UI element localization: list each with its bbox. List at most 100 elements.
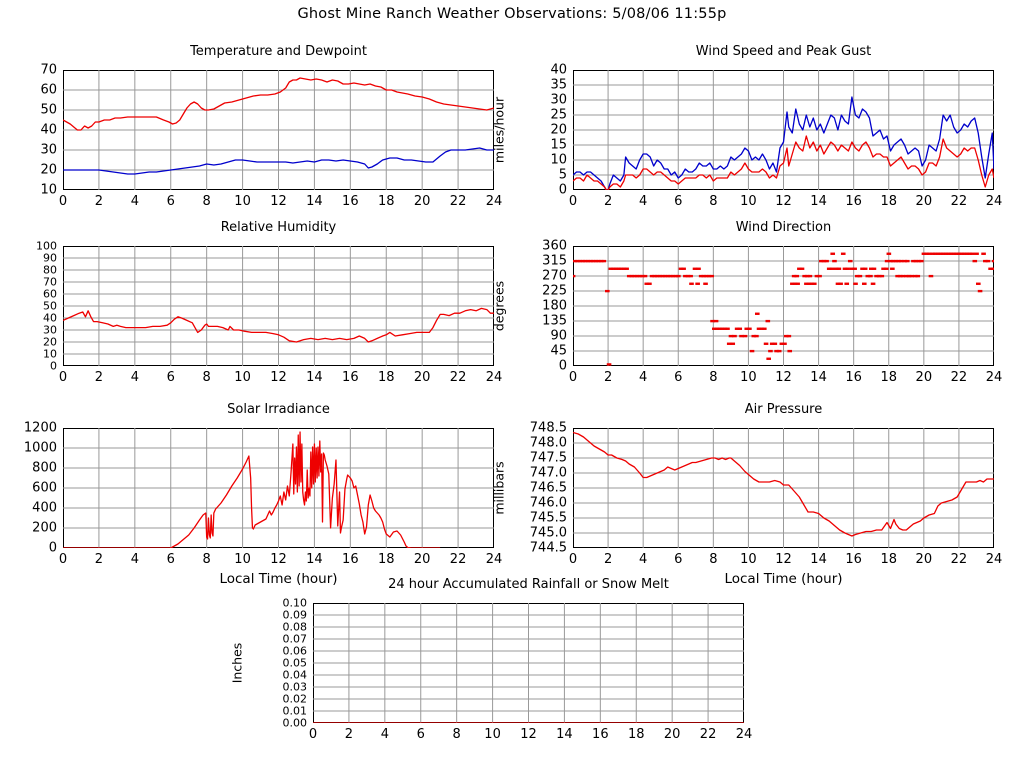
data-marker: [678, 267, 684, 270]
x-tick-label: 18: [377, 552, 395, 567]
x-tick-label: 16: [592, 727, 609, 742]
data-marker: [634, 274, 640, 278]
y-tick-label: 80: [43, 263, 57, 277]
x-tick-label: 8: [202, 194, 211, 209]
data-marker: [657, 274, 663, 278]
data-marker: [830, 252, 836, 255]
x-tick-label: 6: [674, 194, 683, 209]
data-marker: [655, 274, 660, 278]
gridlines: [63, 246, 494, 366]
data-marker: [616, 267, 622, 270]
x-tick-label: 14: [306, 194, 323, 209]
data-marker: [924, 252, 929, 255]
data-marker: [668, 274, 673, 278]
data-marker: [896, 259, 901, 263]
x-tick-label: 16: [342, 194, 359, 209]
data-marker: [969, 252, 975, 255]
data-marker: [967, 252, 972, 255]
data-marker: [912, 274, 918, 278]
data-marker: [647, 282, 652, 285]
x-tick-label: 24: [985, 370, 1003, 385]
panel-title: Solar Irradiance: [227, 402, 330, 417]
data-marker: [911, 259, 916, 263]
data-marker: [921, 252, 927, 255]
data-marker: [928, 274, 934, 278]
y-tick-label: 0: [50, 359, 57, 373]
y-tick-label: 0.01: [282, 704, 308, 718]
y-tick-label: 180: [542, 298, 567, 314]
data-marker: [930, 252, 936, 255]
x-tick-label: 22: [950, 370, 968, 385]
x-tick-label: 14: [306, 370, 323, 385]
data-marker: [626, 274, 632, 278]
data-marker: [821, 259, 827, 263]
data-marker: [840, 252, 846, 255]
x-tick-label: 4: [130, 370, 139, 385]
plot-area-wind-direction: [573, 246, 994, 366]
data-marker: [976, 282, 981, 285]
gridlines: [573, 428, 994, 548]
data-marker: [583, 259, 588, 263]
y-tick-label: 60: [43, 287, 57, 301]
x-tick-label: 4: [130, 552, 139, 567]
data-marker: [826, 267, 832, 270]
x-tick-label: 24: [485, 370, 503, 385]
x-tick-label: 22: [449, 370, 467, 385]
data-marker: [795, 282, 800, 285]
x-tick-label: 22: [950, 552, 968, 567]
x-tick-label: 20: [915, 194, 933, 209]
y-tick-label: 50: [43, 299, 57, 313]
data-marker: [637, 274, 643, 278]
y-tick-label: 35: [550, 77, 567, 93]
x-tick-label: 20: [915, 370, 933, 385]
panel-title: Wind Speed and Peak Gust: [695, 44, 872, 59]
data-marker: [730, 342, 736, 345]
x-tick-label: 12: [775, 552, 792, 567]
data-marker: [704, 274, 709, 278]
data-marker: [853, 282, 858, 285]
x-tick-label: 8: [202, 552, 211, 567]
data-marker: [879, 274, 885, 278]
y-tick-label: 0.04: [282, 668, 308, 682]
x-tick-label: 14: [810, 370, 827, 385]
data-marker: [632, 274, 637, 278]
y-tick-label: 600: [32, 480, 57, 496]
data-marker: [640, 274, 645, 278]
x-tick-label: 14: [306, 552, 323, 567]
data-marker: [726, 342, 732, 345]
y-axis-label: degrees: [491, 280, 507, 332]
panel-title: Temperature and Dewpoint: [190, 44, 367, 59]
data-marker: [904, 274, 909, 278]
page-title: Ghost Mine Ranch Weather Observations: 5…: [297, 6, 727, 22]
x-tick-label: 6: [166, 194, 175, 209]
data-marker: [692, 267, 698, 270]
x-tick-label: 18: [627, 727, 645, 742]
data-marker: [739, 334, 744, 338]
x-tick-label: 24: [985, 552, 1003, 567]
data-marker: [871, 267, 877, 270]
y-tick-label: 0.06: [282, 644, 308, 658]
data-marker: [916, 259, 921, 263]
x-tick-label: 4: [639, 370, 648, 385]
data-marker: [613, 267, 619, 270]
x-tick-label: 16: [342, 370, 359, 385]
x-tick-label: 10: [234, 552, 251, 567]
data-marker: [854, 274, 860, 278]
y-axis-label: miles/hour: [491, 96, 507, 164]
data-marker: [619, 267, 624, 270]
x-tick-label: 4: [639, 552, 648, 567]
data-marker: [782, 342, 787, 345]
data-marker: [933, 252, 938, 255]
gridlines: [63, 428, 494, 548]
x-tick-label: 18: [377, 194, 395, 209]
y-tick-label: 30: [40, 142, 57, 158]
data-marker: [890, 267, 895, 270]
y-tick-label: 50: [40, 102, 57, 118]
x-tick-label: 0: [58, 552, 68, 567]
y-tick-label: 745.0: [529, 525, 567, 541]
data-marker: [606, 363, 612, 366]
data-marker: [732, 334, 737, 338]
data-marker: [790, 282, 795, 285]
data-marker: [737, 327, 743, 330]
data-marker: [799, 267, 805, 270]
